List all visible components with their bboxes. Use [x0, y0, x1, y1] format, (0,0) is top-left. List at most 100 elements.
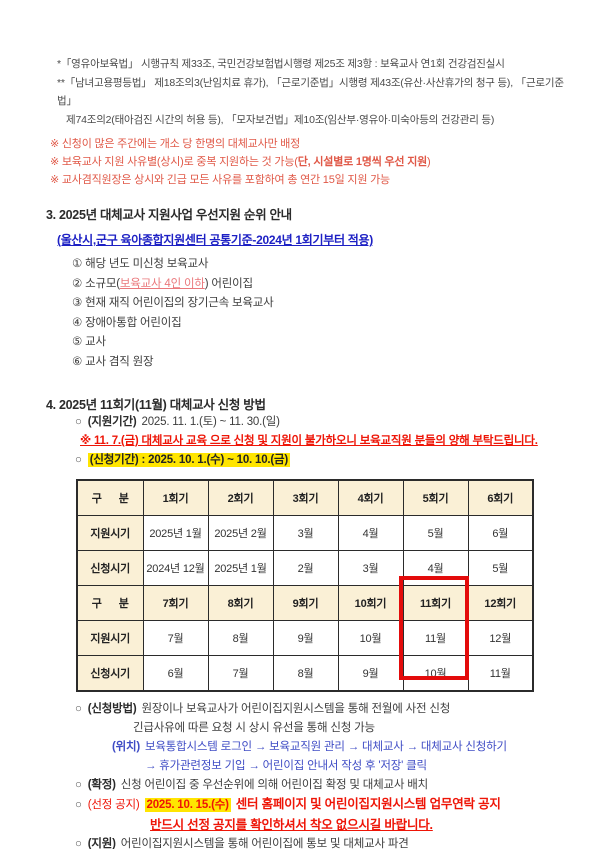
circle-bullet: ○ — [75, 703, 82, 715]
table-cell: 2025년 1월 — [142, 515, 209, 551]
circle-bullet: ○ — [75, 799, 82, 811]
apply-method-label: (신청방법) — [87, 703, 137, 715]
table-cell: 3월 — [272, 515, 339, 551]
priority-item: ④ 장애아통합 어린이집 — [72, 316, 182, 329]
path-label: (위치) — [112, 741, 141, 753]
table-cell: 7회기 — [142, 585, 209, 621]
section4-title: 4. 2025년 11회기(11월) 대체교사 신청 방법 — [46, 398, 266, 412]
support-period-line: ○ (지원기간) 2025. 11. 1.(토) ~ 11. 30.(일) — [75, 413, 566, 432]
table-cell: 지원시기 — [76, 620, 144, 656]
table-cell: 7월 — [207, 655, 274, 692]
table-cell: 4회기 — [337, 479, 404, 516]
table-cell: 6회기 — [467, 479, 534, 516]
dispatch-label: (지원) — [87, 838, 116, 849]
footnote-line: *「영유아보육법」 시행규칙 제33조, 국민건강보험법시행령 제25조 제3항… — [57, 58, 505, 70]
circle-bullet: ○ — [75, 779, 82, 791]
apply-method-continued: 긴급사유에 따른 요청 시 상시 유선을 통해 신청 가능 — [133, 722, 375, 734]
schedule-table: 구 분 1회기 2회기 3회기 4회기 5회기 6회기 지원시기 2025년 1… — [76, 479, 534, 692]
table-cell: 구 분 — [76, 479, 144, 516]
footnote-line: 제74조의2(태아검진 시간의 허용 등), 「모자보건법」제10조(임산부·영… — [66, 113, 495, 126]
priority-item: ⑥ 교사 겸직 원장 — [72, 355, 154, 368]
table-cell: 9월 — [272, 620, 339, 656]
table-cell: 9회기 — [272, 585, 339, 621]
support-period-label: (지원기간) — [87, 416, 137, 428]
support-period-value: 2025. 11. 1.(토) ~ 11. 30.(일) — [141, 416, 280, 428]
table-cell: 8월 — [207, 620, 274, 656]
circle-bullet: ○ — [75, 416, 82, 428]
table-cell: 1회기 — [142, 479, 209, 516]
footnotes: *「영유아보육법」 시행규칙 제33조, 국민건강보험법시행령 제25조 제3항… — [46, 55, 566, 129]
table-row: 지원시기 7월 8월 9월 10월 11월 12월 — [76, 620, 534, 656]
table-cell: 지원시기 — [76, 515, 144, 551]
priority-item: ⑤ 교사 — [72, 336, 106, 348]
table-cell: 6월 — [467, 515, 534, 551]
table-cell: 12회기 — [467, 585, 534, 621]
section3-title: 3. 2025년 대체교사 지원사업 우선지원 순위 안내 — [46, 208, 292, 222]
table-cell: 2024년 12월 — [142, 550, 209, 586]
item-text: ② 소규모( — [72, 277, 120, 290]
table-header-row: 구 분 7회기 8회기 9회기 10회기 11회기 12회기 — [76, 585, 534, 621]
table-cell: 7월 — [142, 620, 209, 656]
table-cell: 3월 — [337, 550, 404, 586]
priority-item: ① 해당 년도 미신청 보육교사 — [72, 258, 209, 270]
table-row: 신청시기 2024년 12월 2025년 1월 2월 3월 4월 5월 — [76, 550, 534, 586]
table-cell: 5월 — [402, 515, 469, 551]
confirm-line: ○ (확정) 신청 어린이집 중 우선순위에 의해 어린이집 확정 및 대체교사 배… — [75, 776, 566, 795]
announcement-text: 센터 홈페이지 및 어린이집지원시스템 업무연락 공지 — [235, 797, 501, 811]
table-cell: 3회기 — [272, 479, 339, 516]
table-header-row: 구 분 1회기 2회기 3회기 4회기 5회기 6회기 — [76, 479, 534, 516]
announcement-label: (선정 공지) — [87, 799, 140, 811]
apply-period-highlight: (신청기간) : 2025. 10. 1.(수) ~ 10. 10.(금) — [87, 453, 291, 467]
table-cell: 10회기 — [337, 585, 404, 621]
apply-period-line: ○ (신청기간) : 2025. 10. 1.(수) ~ 10. 10.(금) — [75, 451, 566, 470]
table-cell: 신청시기 — [76, 550, 144, 586]
table-cell-current-period: 10월 — [402, 655, 469, 692]
table-cell: 2025년 1월 — [207, 550, 274, 586]
section3-subtitle: (울산시,군구 육아종합지원센터 공통기준-2024년 1회기부터 적용) — [57, 233, 373, 247]
schedule-table-wrap: 구 분 1회기 2회기 3회기 4회기 5회기 6회기 지원시기 2025년 1… — [76, 479, 534, 692]
table-cell: 9월 — [337, 655, 404, 692]
table-cell: 2월 — [272, 550, 339, 586]
table-cell: 11월 — [467, 655, 534, 692]
priority-list: ① 해당 년도 미신청 보육교사 ② 소규모(보육교사 4인 이하) 어린이집 … — [72, 255, 566, 372]
education-closure-notice: ※ 11. 7.(금) 대체교사 교육 으로 신청 및 지원이 불가하오니 보육… — [80, 435, 538, 447]
table-cell: 8월 — [272, 655, 339, 692]
circle-bullet: ○ — [75, 454, 82, 466]
table-cell: 신청시기 — [76, 655, 144, 692]
note-line: ※ 신청이 많은 주간에는 개소 당 한명의 대체교사만 배정 — [50, 138, 301, 150]
confirm-text: 신청 어린이집 중 우선순위에 의해 어린이집 확정 및 대체교사 배치 — [120, 779, 428, 791]
circle-bullet: ○ — [75, 838, 82, 849]
announcement-line: ○ (선정 공지) 2025. 10. 15.(수) 센터 홈페이지 및 어린이집지원… — [75, 795, 566, 815]
dispatch-text: 어린이집지원시스템을 통해 어린이집에 통보 및 대체교사 파견 — [120, 838, 409, 849]
footnote-line: **「남녀고용평등법」 제18조의3(난임치료 휴가), 「근로기준법」시행령 … — [57, 76, 564, 108]
announcement-date-highlight: 2025. 10. 15.(수) — [144, 798, 231, 812]
table-cell: 5회기 — [402, 479, 469, 516]
method-bullets: ○ (신청방법) 원장이나 보육교사가 어린이집지원시스템을 통해 전월에 사전 신… — [46, 700, 566, 849]
system-path-line: (위치) 보육통합시스템 로그인 → 보육교직원 관리 → 대체교사 → 대체교사… — [112, 738, 566, 757]
apply-method-text: 원장이나 보육교사가 어린이집지원시스템을 통해 전월에 사전 신청 — [141, 703, 451, 715]
table-cell: 2025년 2월 — [207, 515, 274, 551]
item-emphasis: 보육교사 4인 이하 — [119, 277, 205, 290]
path-text: 보육통합시스템 로그인 → 보육교직원 관리 → 대체교사 → 대체교사 신청하… — [145, 741, 507, 753]
item-text: ) 어린이집 — [204, 277, 253, 290]
priority-item: ③ 현재 재직 어린이집의 장기근속 보육교사 — [72, 297, 274, 309]
apply-method-line: ○ (신청방법) 원장이나 보육교사가 어린이집지원시스템을 통해 전월에 사전 신… — [75, 700, 566, 719]
table-cell: 2회기 — [207, 479, 274, 516]
table-cell: 10월 — [337, 620, 404, 656]
table-cell: 12월 — [467, 620, 534, 656]
priority-notes: ※ 신청이 많은 주간에는 개소 당 한명의 대체교사만 배정 ※ 보육교사 지… — [46, 135, 566, 189]
table-row: 지원시기 2025년 1월 2025년 2월 3월 4월 5월 6월 — [76, 515, 534, 551]
table-row: 신청시기 6월 7월 8월 9월 10월 11월 — [76, 655, 534, 692]
note-bold-text: 단, 시설별로 1명씩 우선 지원 — [297, 156, 428, 168]
table-cell: 6월 — [142, 655, 209, 692]
table-cell-current-period: 11월 — [402, 620, 469, 656]
dispatch-line: ○ (지원) 어린이집지원시스템을 통해 어린이집에 통보 및 대체교사 파견 — [75, 835, 566, 849]
table-cell: 4월 — [337, 515, 404, 551]
announcement-warning: 반드시 선정 공지를 확인하셔서 착오 없으시길 바랍니다. — [150, 818, 433, 832]
note-line: ※ 보육교사 지원 사유별(상시)로 중복 지원하는 것 가능(단, 시설별로 … — [50, 153, 566, 171]
table-cell: 5월 — [467, 550, 534, 586]
table-cell-current-period: 11회기 — [402, 585, 469, 621]
table-cell: 4월 — [402, 550, 469, 586]
confirm-label: (확정) — [87, 779, 116, 791]
